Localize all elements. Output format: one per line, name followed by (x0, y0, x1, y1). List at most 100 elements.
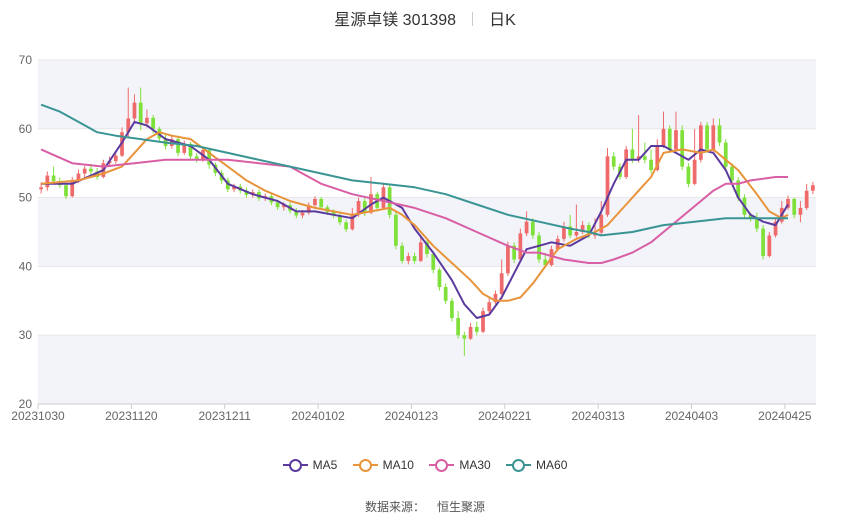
candle (574, 204, 579, 238)
legend-ma30[interactable]: MA30 (429, 458, 491, 472)
plot-band (38, 335, 816, 404)
y-tick-label: 70 (19, 53, 33, 67)
candle-body (723, 142, 728, 167)
candle-body (319, 198, 324, 208)
candle-body (811, 185, 815, 191)
candle (811, 181, 815, 195)
candle-body (586, 225, 591, 236)
candle-body (611, 156, 616, 167)
candle (524, 211, 529, 237)
candle-body (232, 186, 236, 190)
candle-body (661, 128, 666, 146)
y-tick-label: 30 (19, 328, 33, 342)
candle-body (562, 226, 566, 239)
candle-body (624, 149, 629, 177)
candle-body (182, 143, 187, 153)
candle (667, 125, 672, 153)
candle (499, 259, 504, 296)
candle-body (537, 235, 541, 260)
x-tick-label: 20240403 (665, 409, 719, 423)
candle-body (711, 125, 716, 150)
candle-body (487, 302, 492, 312)
candle (717, 118, 722, 146)
candle-body (425, 242, 429, 255)
candle-body (506, 245, 510, 274)
candle (636, 115, 641, 163)
candle-body (306, 205, 311, 213)
candle (412, 252, 417, 264)
candle (194, 152, 199, 163)
candle-body (300, 212, 305, 216)
candle (562, 221, 566, 242)
candle-body (275, 202, 280, 208)
legend-ma10-label: MA10 (382, 458, 414, 472)
candle (580, 220, 585, 235)
candle-body (362, 201, 367, 213)
candle-body (89, 168, 93, 172)
candle (630, 128, 635, 164)
candle (51, 166, 56, 184)
candle (786, 195, 790, 210)
candle (443, 283, 448, 305)
candle (605, 148, 610, 217)
candle-body (45, 175, 50, 188)
candle-body (481, 311, 485, 332)
candle (798, 201, 803, 223)
candle-body (194, 156, 199, 160)
x-tick-label: 20231120 (105, 409, 158, 423)
candle (723, 139, 728, 171)
candle-body (705, 125, 709, 150)
plot-bands (38, 60, 816, 404)
candle (319, 196, 324, 210)
candle-body (599, 214, 604, 233)
candle (773, 218, 778, 238)
chart-title: 星源卓镁 301398 日K (0, 6, 850, 30)
candle-body (636, 156, 641, 160)
candle-body (145, 117, 149, 124)
candle-body (605, 156, 610, 215)
candle-body (188, 143, 193, 157)
moving-average-lines (40, 103, 789, 319)
candle-body (394, 214, 398, 246)
candle-body (580, 225, 585, 232)
candle (462, 331, 467, 356)
candle-body (755, 218, 759, 229)
candle (705, 121, 709, 153)
candle-body (512, 245, 517, 260)
candle-body (730, 166, 734, 181)
legend-ma60[interactable]: MA60 (506, 458, 567, 472)
y-tick-label: 60 (19, 122, 33, 136)
candle (126, 87, 131, 139)
candle-body (456, 318, 460, 336)
candle (680, 125, 685, 171)
legend-ma30-icon (429, 458, 455, 472)
legend-ma10[interactable]: MA10 (352, 458, 414, 472)
candle (406, 252, 411, 265)
candle (686, 163, 691, 188)
candle-body (406, 256, 411, 261)
candle (487, 297, 492, 314)
candle (468, 322, 473, 341)
y-tick-label: 50 (19, 191, 33, 205)
candle-body (630, 149, 635, 160)
candle-body (543, 259, 548, 266)
candle (306, 202, 311, 215)
candle (350, 207, 355, 231)
x-tick-label: 20240123 (385, 409, 439, 423)
legend-ma5[interactable]: MA5 (282, 458, 337, 472)
candle-body (350, 214, 355, 230)
line-ma5 (41, 120, 789, 319)
candle-body (518, 233, 523, 260)
candle (418, 235, 423, 263)
title-divider (472, 12, 474, 26)
candle-body (82, 168, 87, 174)
legend: MA5 MA10 MA30 MA60 (0, 458, 850, 475)
candle (45, 171, 50, 191)
candle (518, 228, 523, 261)
candle (344, 219, 348, 232)
candle (313, 196, 317, 208)
x-tick-label: 20240221 (478, 409, 532, 423)
plot-band (38, 60, 816, 129)
candle (698, 121, 703, 163)
